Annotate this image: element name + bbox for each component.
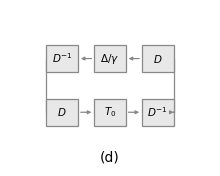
- Text: $\Delta/\gamma$: $\Delta/\gamma$: [100, 52, 120, 65]
- Bar: [46, 45, 78, 72]
- Text: $D$: $D$: [57, 106, 67, 118]
- Bar: [94, 45, 126, 72]
- Text: (d): (d): [100, 150, 120, 164]
- Text: $T_0$: $T_0$: [104, 105, 116, 119]
- Bar: [94, 99, 126, 126]
- Bar: [142, 45, 174, 72]
- Bar: [46, 99, 78, 126]
- Text: $D^{-1}$: $D^{-1}$: [147, 105, 168, 119]
- Text: $D$: $D$: [153, 53, 163, 65]
- Text: $D^{-1}$: $D^{-1}$: [52, 52, 73, 65]
- Bar: [142, 99, 174, 126]
